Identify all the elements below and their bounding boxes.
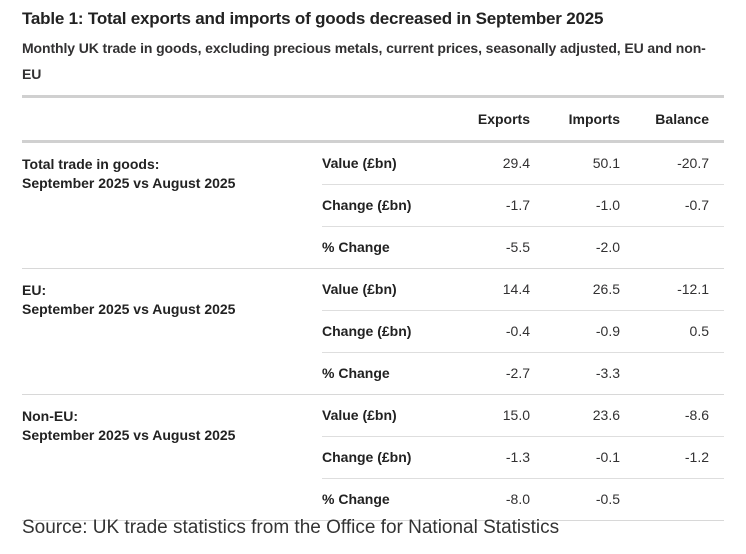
- table-group: Total trade in goods: September 2025 vs …: [22, 143, 724, 269]
- table-row: % Change -8.0 -0.5: [322, 479, 724, 520]
- exports-value: 29.4: [502, 155, 530, 171]
- balance-value: [620, 227, 709, 268]
- header-balance: Balance: [655, 111, 709, 127]
- exports-value: -5.5: [505, 239, 530, 255]
- exports-value: -1.3: [505, 449, 530, 465]
- exports-value: -0.4: [505, 323, 530, 339]
- table-row: Change (£bn) -1.3 -0.1 -1.2: [322, 437, 724, 479]
- group-period: September 2025 vs August 2025: [22, 175, 236, 191]
- balance-value: -0.7: [684, 197, 709, 213]
- balance-value: -12.1: [677, 281, 709, 297]
- header-rule: [22, 140, 724, 143]
- row-measure: Change (£bn): [322, 323, 412, 339]
- trade-table: Exports Imports Balance Total trade in g…: [22, 95, 724, 521]
- imports-value: 50.1: [592, 155, 620, 171]
- imports-value: -2.0: [595, 239, 620, 255]
- header-exports: Exports: [477, 111, 530, 127]
- table-group: Non-EU: September 2025 vs August 2025 Va…: [22, 395, 724, 521]
- row-measure: Value (£bn): [322, 155, 397, 171]
- balance-value: 0.5: [689, 323, 709, 339]
- imports-value: -1.0: [595, 197, 620, 213]
- table-row: Change (£bn) -0.4 -0.9 0.5: [322, 311, 724, 353]
- group-name: Total trade in goods:: [22, 156, 160, 172]
- table-subtitle: Monthly UK trade in goods, excluding pre…: [22, 40, 706, 82]
- exports-value: -2.7: [505, 365, 530, 381]
- table-header: Exports Imports Balance: [22, 98, 724, 140]
- exports-value: 14.4: [502, 281, 530, 297]
- exports-value: 15.0: [502, 407, 530, 423]
- row-measure: % Change: [322, 491, 390, 507]
- row-measure: Value (£bn): [322, 407, 397, 423]
- table-row: Value (£bn) 14.4 26.5 -12.1: [322, 269, 724, 311]
- balance-value: -1.2: [684, 449, 709, 465]
- group-name: Non-EU:: [22, 408, 78, 424]
- exports-value: -8.0: [505, 491, 530, 507]
- table-row: % Change -5.5 -2.0: [322, 227, 724, 268]
- balance-value: -20.7: [677, 155, 709, 171]
- group-period: September 2025 vs August 2025: [22, 301, 236, 317]
- imports-value: 26.5: [592, 281, 620, 297]
- row-measure: Change (£bn): [322, 197, 412, 213]
- row-measure: % Change: [322, 365, 390, 381]
- imports-value: -0.5: [595, 491, 620, 507]
- balance-value: [620, 479, 709, 520]
- header-imports: Imports: [568, 111, 620, 127]
- group-label: Total trade in goods: September 2025 vs …: [22, 155, 312, 193]
- balance-value: -8.6: [684, 407, 709, 423]
- imports-value: -3.3: [595, 365, 620, 381]
- source-note: Source: UK trade statistics from the Off…: [22, 517, 560, 538]
- table-top-rule: [22, 95, 724, 98]
- table-row: Value (£bn) 29.4 50.1 -20.7: [322, 143, 724, 185]
- group-name: EU:: [22, 282, 47, 298]
- group-label: EU: September 2025 vs August 2025: [22, 281, 312, 319]
- exports-value: -1.7: [505, 197, 530, 213]
- group-label: Non-EU: September 2025 vs August 2025: [22, 407, 312, 445]
- row-measure: Change (£bn): [322, 449, 412, 465]
- group-period: September 2025 vs August 2025: [22, 427, 236, 443]
- imports-value: 23.6: [592, 407, 620, 423]
- table-row: % Change -2.7 -3.3: [322, 353, 724, 394]
- balance-value: [620, 353, 709, 394]
- row-measure: % Change: [322, 239, 390, 255]
- table-title: Table 1: Total exports and imports of go…: [22, 9, 604, 28]
- imports-value: -0.9: [595, 323, 620, 339]
- table-group: EU: September 2025 vs August 2025 Value …: [22, 269, 724, 395]
- imports-value: -0.1: [595, 449, 620, 465]
- table-body: Total trade in goods: September 2025 vs …: [22, 143, 724, 521]
- table-row: Change (£bn) -1.7 -1.0 -0.7: [322, 185, 724, 227]
- table-row: Value (£bn) 15.0 23.6 -8.6: [322, 395, 724, 437]
- row-measure: Value (£bn): [322, 281, 397, 297]
